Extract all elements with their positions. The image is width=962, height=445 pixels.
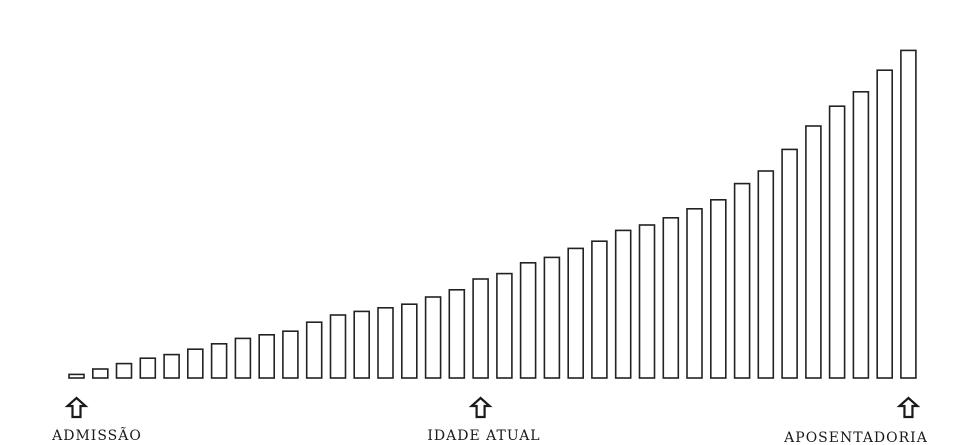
up-arrow-icon	[468, 396, 493, 419]
bar-10	[282, 330, 299, 379]
bar-2	[92, 368, 109, 379]
bar-31	[781, 148, 798, 379]
bar-19	[496, 272, 513, 379]
bar-18	[472, 278, 489, 379]
bar-group	[68, 49, 917, 379]
bar-36	[900, 49, 917, 379]
up-arrow-icon	[64, 396, 89, 419]
bar-5	[163, 353, 180, 379]
bar-12	[329, 314, 347, 379]
bar-20	[519, 261, 537, 379]
bar-28	[709, 199, 727, 379]
bar-6	[187, 348, 204, 379]
bar-16	[424, 296, 442, 379]
bar-14	[377, 306, 394, 379]
bar-25	[638, 224, 656, 379]
bar-29	[733, 182, 751, 379]
bar-7	[210, 342, 228, 379]
marker-label-2: IDADE ATUAL	[427, 428, 540, 444]
bar-32	[805, 125, 822, 379]
bar-22	[567, 247, 585, 379]
bar-27	[686, 208, 703, 379]
bar-34	[852, 91, 870, 379]
bar-1	[68, 373, 85, 379]
bar-23	[591, 240, 608, 379]
marker-group: ADMISSÃO IDADE ATUAL APOSENTADORIA	[51, 396, 928, 445]
bar-33	[828, 105, 846, 379]
bar-4	[139, 357, 157, 379]
bar-3	[115, 362, 133, 379]
bar-21	[543, 256, 561, 379]
bar-15	[400, 303, 418, 379]
bar-17	[448, 288, 466, 379]
marker-label-1: ADMISSÃO	[51, 426, 142, 444]
bar-8	[234, 337, 252, 379]
bar-24	[614, 229, 632, 379]
up-arrow-icon	[896, 396, 921, 419]
bar-13	[353, 310, 371, 379]
bar-35	[876, 69, 894, 379]
bar-11	[305, 321, 323, 379]
bar-9	[258, 333, 276, 379]
marker-label-3: APOSENTADORIA	[783, 430, 928, 445]
bar-26	[662, 217, 680, 379]
bar-30	[757, 170, 775, 379]
